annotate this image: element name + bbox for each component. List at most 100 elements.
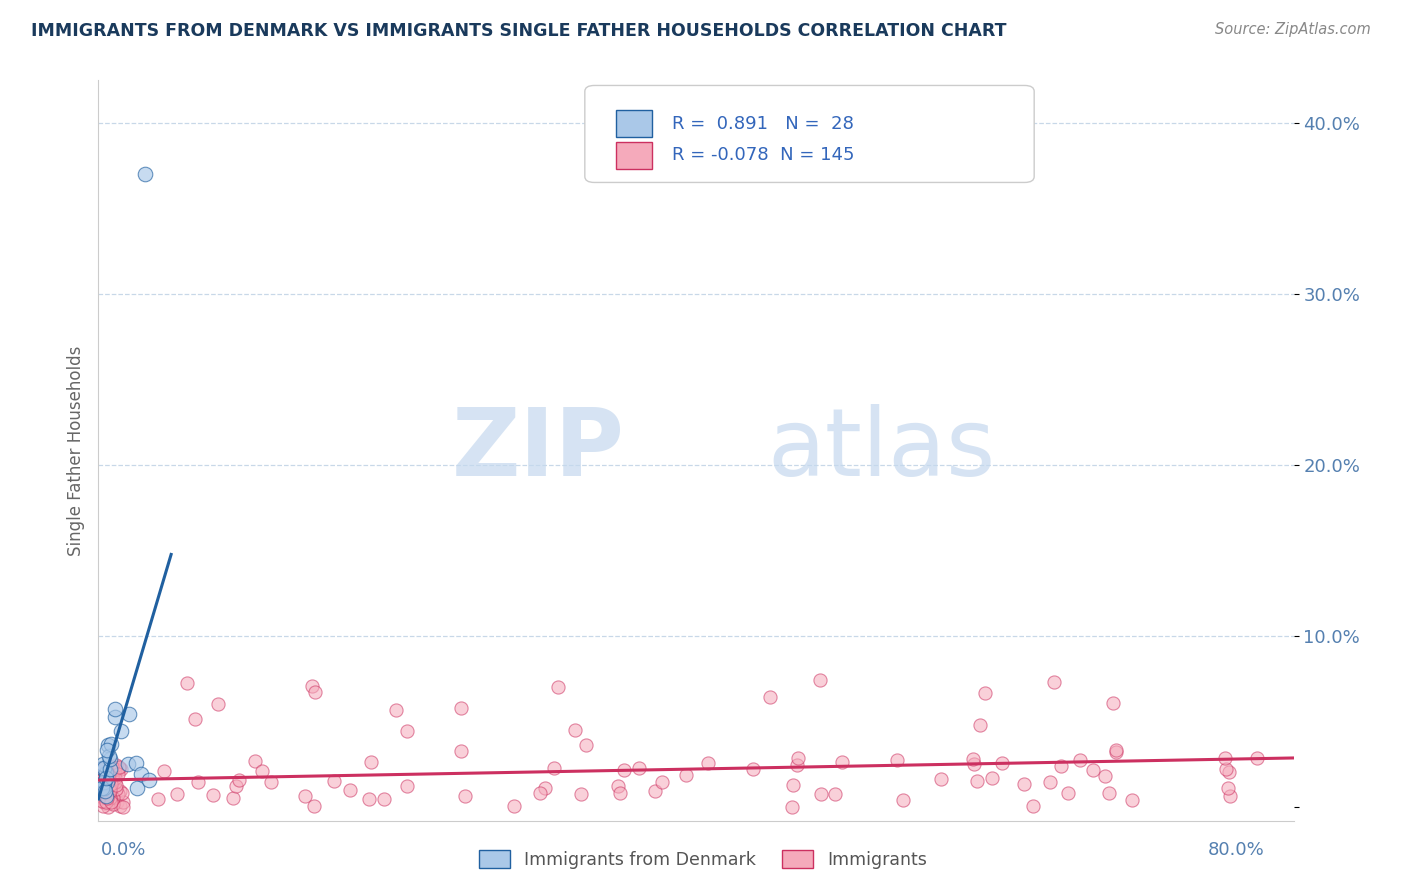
Point bbox=[148, 792, 170, 806]
Point bbox=[125, 781, 148, 796]
Point bbox=[96, 774, 118, 789]
Point bbox=[1022, 799, 1045, 814]
Point bbox=[373, 792, 395, 806]
Point bbox=[101, 791, 124, 805]
Point bbox=[108, 799, 131, 814]
Point bbox=[107, 767, 129, 781]
Point bbox=[98, 749, 121, 764]
Point bbox=[786, 751, 808, 765]
Point bbox=[98, 787, 121, 801]
Point bbox=[222, 791, 245, 805]
Point bbox=[110, 723, 132, 738]
Point bbox=[396, 779, 419, 793]
Point bbox=[98, 781, 121, 796]
Point bbox=[886, 753, 908, 767]
Point bbox=[110, 762, 132, 776]
Point bbox=[97, 738, 120, 752]
Point bbox=[250, 764, 273, 778]
Point bbox=[395, 723, 418, 738]
FancyBboxPatch shape bbox=[616, 142, 652, 169]
Text: 0.0%: 0.0% bbox=[101, 841, 146, 859]
Point bbox=[93, 764, 115, 779]
Point bbox=[98, 760, 121, 774]
Point bbox=[929, 772, 952, 787]
Point bbox=[112, 795, 135, 809]
Point bbox=[1215, 762, 1237, 776]
Point bbox=[675, 768, 697, 782]
Point bbox=[963, 756, 986, 771]
Y-axis label: Single Father Households: Single Father Households bbox=[66, 345, 84, 556]
Text: IMMIGRANTS FROM DENMARK VS IMMIGRANTS SINGLE FATHER HOUSEHOLDS CORRELATION CHART: IMMIGRANTS FROM DENMARK VS IMMIGRANTS SI… bbox=[31, 22, 1007, 40]
Point bbox=[741, 763, 763, 777]
Point bbox=[503, 798, 526, 813]
Point bbox=[697, 756, 720, 770]
Point bbox=[91, 799, 114, 814]
Point bbox=[93, 775, 115, 789]
Point bbox=[97, 774, 120, 789]
Point bbox=[94, 765, 117, 780]
Point bbox=[97, 767, 120, 781]
Point bbox=[94, 795, 117, 809]
Point bbox=[891, 793, 914, 807]
Point bbox=[564, 723, 586, 738]
Point bbox=[108, 784, 131, 798]
Point bbox=[96, 790, 118, 805]
Point bbox=[98, 752, 121, 766]
Point bbox=[575, 739, 598, 753]
Point bbox=[101, 760, 124, 774]
Point bbox=[98, 784, 121, 798]
Point bbox=[91, 794, 114, 808]
Point bbox=[786, 758, 808, 772]
Point bbox=[782, 779, 804, 793]
Text: atlas: atlas bbox=[768, 404, 995, 497]
Point bbox=[569, 787, 592, 801]
Text: ZIP: ZIP bbox=[451, 404, 624, 497]
Point bbox=[90, 762, 112, 776]
Point bbox=[981, 772, 1004, 786]
Point bbox=[98, 779, 121, 793]
Point bbox=[100, 778, 122, 792]
Point bbox=[759, 690, 782, 705]
Point bbox=[1043, 674, 1066, 689]
Point bbox=[100, 795, 122, 809]
Point bbox=[176, 676, 198, 690]
Point bbox=[111, 799, 134, 814]
Point bbox=[1069, 753, 1091, 767]
Point bbox=[534, 780, 557, 795]
Point bbox=[1213, 751, 1236, 765]
Point bbox=[91, 756, 114, 771]
Point bbox=[93, 774, 115, 789]
Point bbox=[104, 782, 127, 797]
Point bbox=[454, 789, 477, 804]
Point bbox=[613, 763, 636, 777]
Point bbox=[98, 780, 121, 795]
Point bbox=[105, 758, 128, 772]
Point bbox=[166, 787, 188, 801]
Point bbox=[831, 755, 853, 769]
Point bbox=[385, 703, 408, 717]
Point bbox=[547, 680, 569, 694]
Point bbox=[94, 784, 117, 798]
Point bbox=[98, 772, 121, 786]
Point bbox=[104, 710, 127, 724]
Point bbox=[104, 701, 127, 715]
Point bbox=[97, 781, 120, 796]
Point bbox=[153, 764, 176, 778]
Point bbox=[96, 791, 118, 805]
Point bbox=[104, 775, 127, 789]
Point bbox=[1219, 789, 1241, 804]
Point bbox=[96, 743, 118, 757]
Point bbox=[1057, 786, 1080, 800]
Point bbox=[117, 756, 139, 771]
Point bbox=[259, 775, 281, 789]
Point bbox=[780, 799, 803, 814]
Point bbox=[207, 697, 229, 711]
Point bbox=[228, 772, 250, 787]
Point bbox=[1098, 786, 1121, 800]
Point bbox=[644, 784, 666, 798]
Point bbox=[107, 760, 129, 774]
Point bbox=[91, 773, 114, 788]
Point bbox=[202, 789, 225, 803]
Point bbox=[100, 775, 122, 789]
Point bbox=[962, 752, 984, 766]
